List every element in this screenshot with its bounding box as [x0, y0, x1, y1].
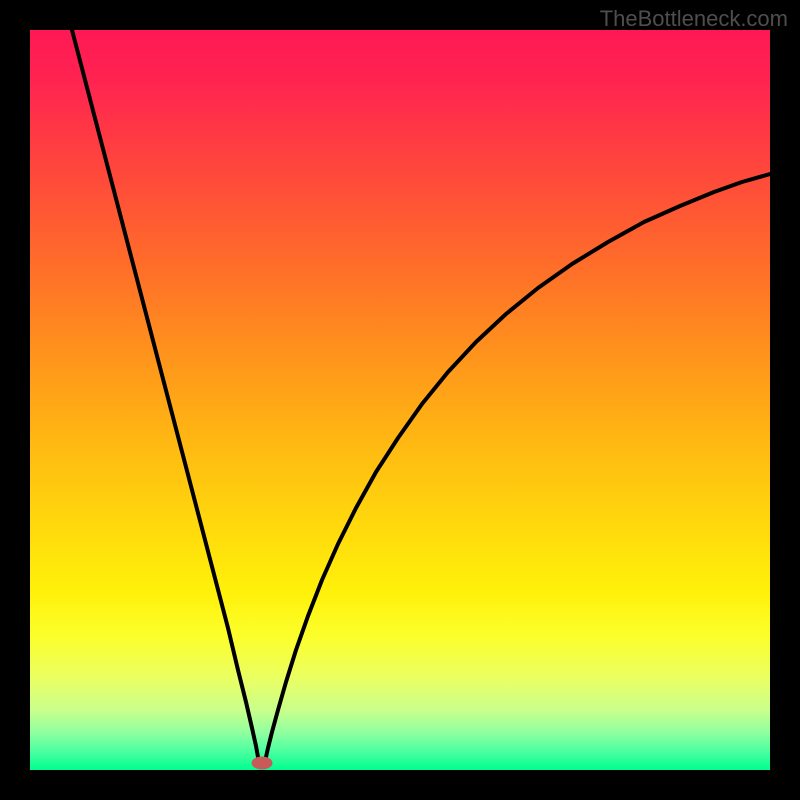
chart-frame: TheBottleneck.com — [0, 0, 800, 800]
gradient-background — [30, 30, 770, 770]
plot-svg — [30, 30, 770, 770]
plot-area — [30, 30, 770, 770]
watermark-text: TheBottleneck.com — [600, 6, 788, 32]
minimum-marker — [252, 757, 272, 769]
